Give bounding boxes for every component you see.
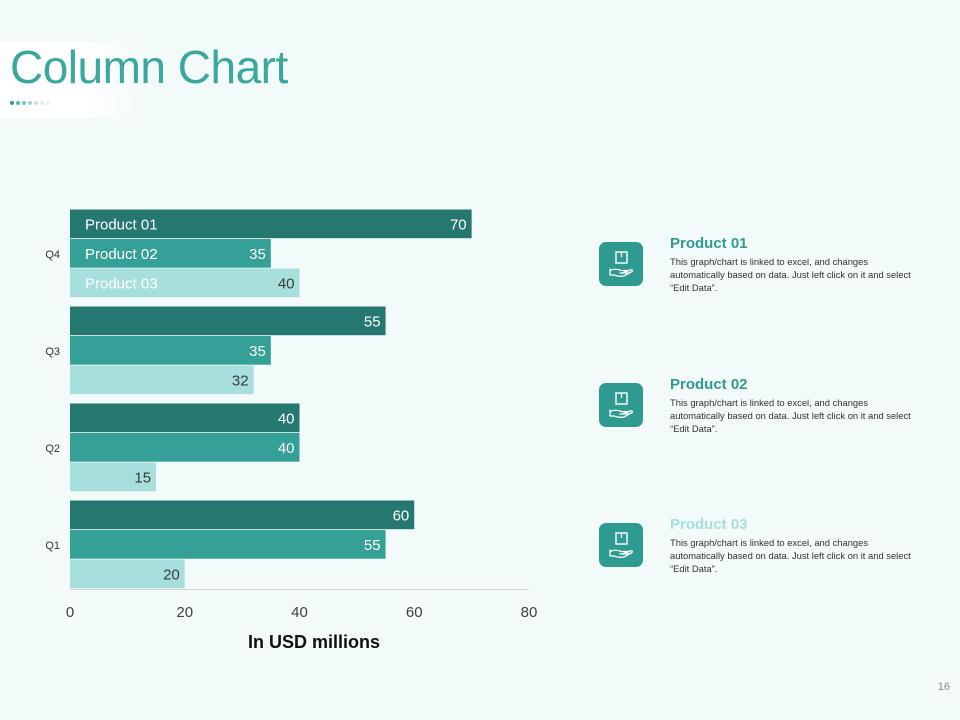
hand-holding-box-icon bbox=[609, 392, 633, 418]
legend-icon-container bbox=[599, 523, 643, 567]
data-label: 70 bbox=[450, 216, 467, 233]
series-name-label: Product 03 bbox=[85, 275, 158, 292]
y-tick-label: Q2 bbox=[45, 443, 60, 455]
page-number: 16 bbox=[937, 681, 950, 693]
bar-q4-series-3 bbox=[70, 268, 300, 298]
bar-q4-series-1 bbox=[70, 209, 472, 239]
data-label: 60 bbox=[393, 507, 410, 524]
title-dots-decoration bbox=[10, 99, 50, 107]
data-label: 35 bbox=[249, 246, 266, 263]
y-tick-label: Q1 bbox=[45, 540, 60, 552]
legend-description: This graph/chart is linked to excel, and… bbox=[670, 537, 911, 574]
data-label: 40 bbox=[278, 410, 295, 427]
bar-q2-series-2 bbox=[70, 433, 300, 462]
slide-title: Column Chart bbox=[10, 41, 288, 93]
y-tick-label: Q4 bbox=[45, 249, 60, 261]
x-tick-label: 40 bbox=[291, 604, 308, 621]
decoration-dot bbox=[34, 101, 38, 105]
bar-q1-series-3 bbox=[70, 559, 185, 589]
bar-q3-series-1 bbox=[70, 306, 386, 336]
x-tick-label: 0 bbox=[66, 604, 74, 621]
hand-holding-box-icon bbox=[609, 532, 633, 558]
data-label: 32 bbox=[232, 372, 249, 389]
x-tick-label: 80 bbox=[521, 604, 538, 621]
data-label: 35 bbox=[249, 343, 266, 360]
legend-icon-container bbox=[599, 242, 643, 286]
bar-q4-series-2 bbox=[70, 239, 271, 268]
decoration-dot bbox=[46, 101, 50, 105]
y-tick-label: Q3 bbox=[45, 346, 60, 358]
data-label: 55 bbox=[364, 537, 381, 554]
legend-title: Product 02 bbox=[670, 376, 748, 393]
hand-holding-box-icon bbox=[609, 251, 633, 277]
bar-q1-series-2 bbox=[70, 530, 386, 559]
legend-item-product-03: Product 03 This graph/chart is linked to… bbox=[599, 516, 929, 576]
data-label: 40 bbox=[278, 275, 295, 292]
decoration-dot bbox=[28, 101, 32, 105]
decoration-dot bbox=[16, 101, 20, 105]
legend-icon-container bbox=[599, 383, 643, 427]
data-label: 55 bbox=[364, 313, 381, 330]
legend-item-product-01: Product 01 This graph/chart is linked to… bbox=[599, 235, 929, 295]
decoration-dot bbox=[10, 101, 14, 105]
x-tick-label: 60 bbox=[406, 604, 423, 621]
legend-description: This graph/chart is linked to excel, and… bbox=[670, 397, 911, 434]
x-tick-label: 20 bbox=[176, 604, 193, 621]
title-band bbox=[0, 42, 150, 118]
data-label: 20 bbox=[163, 566, 180, 583]
data-label: 15 bbox=[134, 469, 151, 486]
series-name-label: Product 02 bbox=[85, 246, 158, 263]
bar-q1-series-1 bbox=[70, 500, 415, 530]
series-name-label: Product 01 bbox=[85, 216, 158, 233]
x-axis-label: In USD millions bbox=[248, 632, 380, 652]
legend-title: Product 01 bbox=[670, 235, 748, 252]
legend-item-product-02: Product 02 This graph/chart is linked to… bbox=[599, 376, 929, 436]
decoration-dot bbox=[40, 101, 44, 105]
legend-description: This graph/chart is linked to excel, and… bbox=[670, 256, 911, 293]
bar-q3-series-3 bbox=[70, 365, 254, 395]
bar-q2-series-3 bbox=[70, 462, 157, 492]
data-label: 40 bbox=[278, 440, 295, 457]
bar-q3-series-2 bbox=[70, 336, 271, 365]
legend-title: Product 03 bbox=[670, 516, 748, 533]
bar-q2-series-1 bbox=[70, 403, 300, 433]
decoration-dot bbox=[22, 101, 26, 105]
